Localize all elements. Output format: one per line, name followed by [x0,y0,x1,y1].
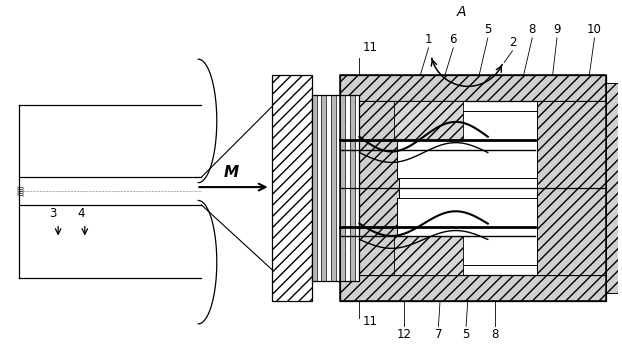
Bar [317,95,322,281]
Text: 8: 8 [491,328,498,342]
Text: 10: 10 [587,23,602,36]
Text: 9: 9 [553,23,560,36]
Bar [397,198,537,265]
Text: 3: 3 [50,207,57,220]
Text: 7: 7 [435,328,442,342]
Bar [537,188,606,275]
Bar [272,75,312,301]
Bar [340,275,606,301]
Text: 4: 4 [77,207,85,220]
Bar [345,95,350,281]
Bar [336,95,340,281]
Text: A: A [457,5,466,19]
Bar [537,101,606,188]
Bar [331,95,336,281]
Bar [340,75,606,301]
Text: 2: 2 [509,36,516,49]
Text: 11: 11 [363,41,378,54]
Text: 5: 5 [462,328,470,342]
Bar [394,101,463,140]
Bar [394,236,463,275]
Bar [312,95,317,281]
Text: M: M [223,165,239,180]
Bar [340,188,399,275]
Text: 11: 11 [363,315,378,328]
Bar [326,95,331,281]
Bar [350,95,355,281]
Bar [340,101,399,188]
Bar [606,83,620,293]
Text: 12: 12 [396,328,411,342]
Text: 5: 5 [484,23,491,36]
Bar [312,95,360,281]
Bar [355,95,360,281]
Bar [340,75,606,101]
Bar [340,95,345,281]
Text: 8: 8 [529,23,536,36]
Bar [322,95,326,281]
Text: 6: 6 [450,33,457,46]
Bar [397,111,537,178]
Text: 1: 1 [425,33,432,46]
